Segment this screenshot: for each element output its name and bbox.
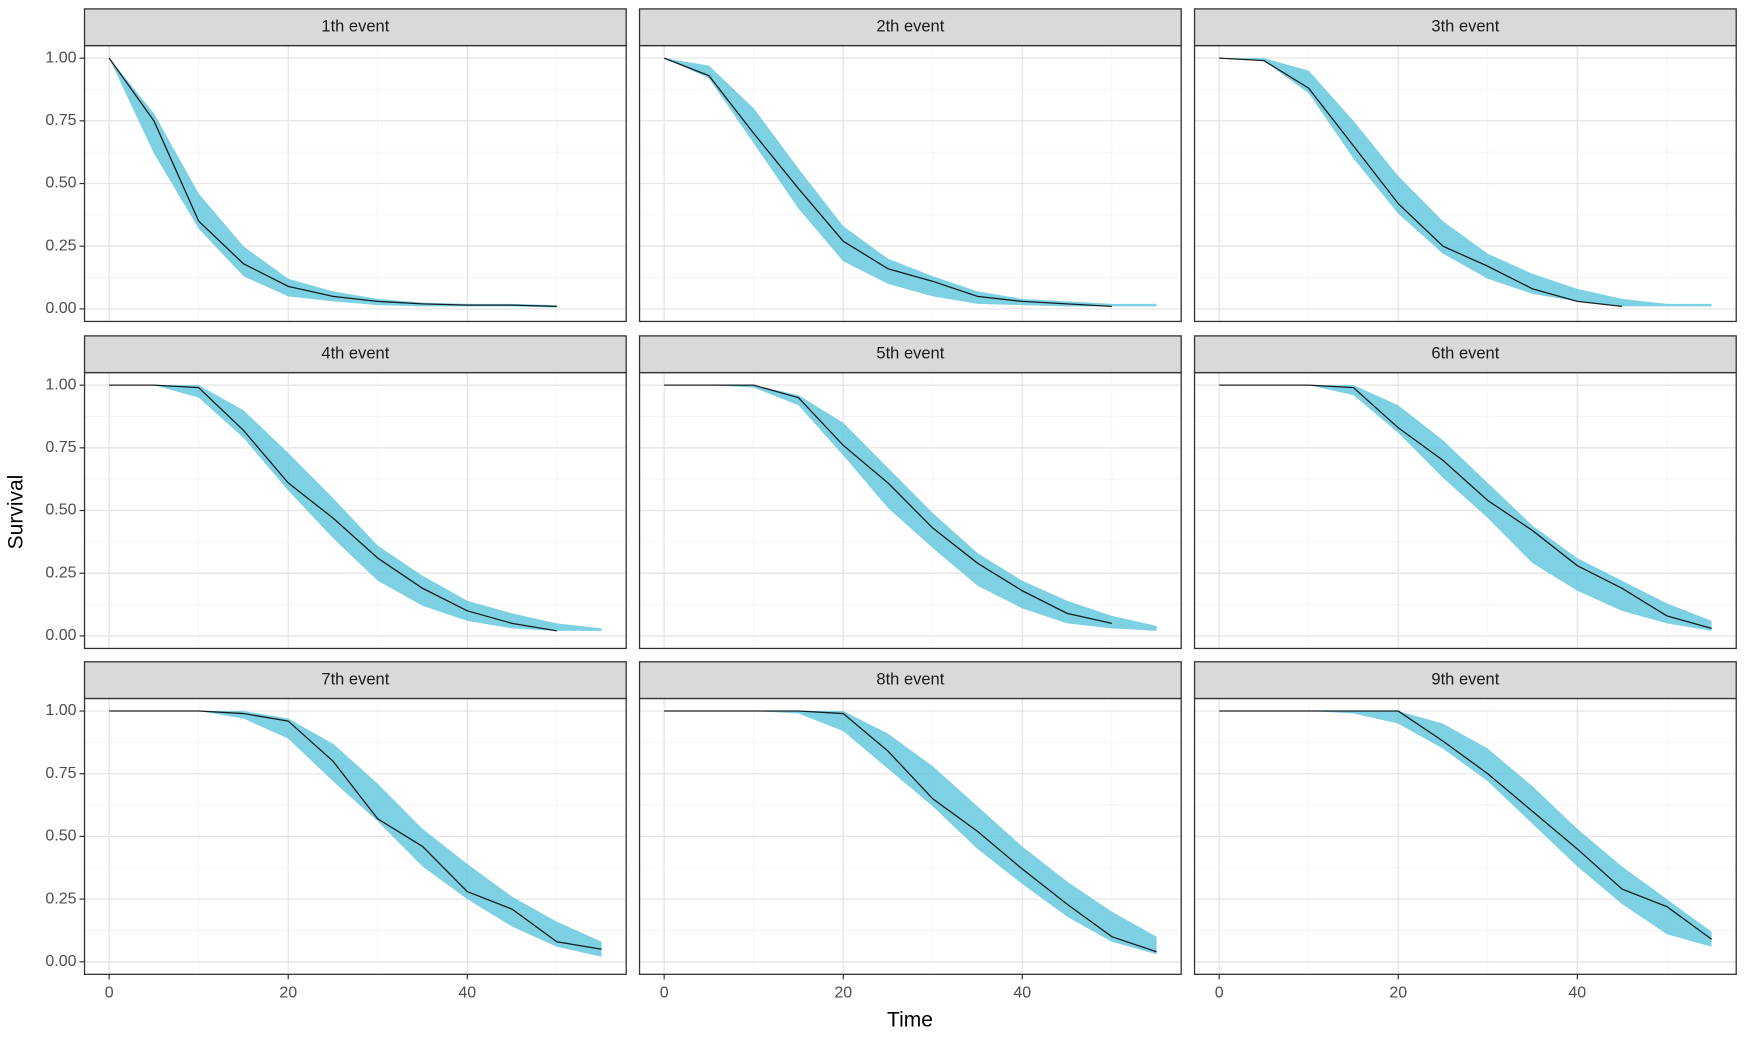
strip xyxy=(1193,661,1737,700)
strip-label: 4th event xyxy=(321,345,389,363)
y-tick-label: 0.75 xyxy=(45,439,76,456)
x-tick-label: 0 xyxy=(660,985,669,1002)
survival-line xyxy=(663,57,1112,308)
survival-line xyxy=(108,57,557,308)
x-tick-label: 20 xyxy=(1389,985,1407,1002)
x-tick-label: 0 xyxy=(1215,985,1224,1002)
x-tick-label: 20 xyxy=(834,985,852,1002)
strip xyxy=(83,661,627,700)
survival-line xyxy=(1219,710,1712,940)
survival-line xyxy=(664,384,1112,624)
confidence-band xyxy=(664,58,1157,307)
x-tick-label: 40 xyxy=(1013,985,1031,1002)
strip xyxy=(638,661,1182,700)
y-tick-label: 1.00 xyxy=(45,49,76,66)
y-tick-label: 0.00 xyxy=(45,300,76,317)
confidence-band xyxy=(664,711,1157,955)
strip xyxy=(83,335,627,374)
strip-label: 8th event xyxy=(876,670,944,688)
x-tick-label: 0 xyxy=(105,985,114,1002)
strip-label: 2th event xyxy=(876,18,944,36)
strip xyxy=(638,8,1182,47)
survival-line xyxy=(1219,57,1623,308)
y-tick-label: 0.75 xyxy=(45,765,76,782)
confidence-band xyxy=(1219,385,1712,631)
strip-label: 7th event xyxy=(321,670,389,688)
strip-label: 6th event xyxy=(1431,345,1499,363)
y-tick-label: 1.00 xyxy=(45,702,76,719)
x-tick-label: 40 xyxy=(458,985,476,1002)
confidence-band xyxy=(109,58,557,308)
x-tick-label: 40 xyxy=(1568,985,1586,1002)
y-tick-label: 0.75 xyxy=(45,112,76,129)
strip-label: 1th event xyxy=(321,18,389,36)
survival-line xyxy=(664,710,1157,953)
strip xyxy=(83,8,627,47)
survival-line xyxy=(109,384,557,632)
y-tick-label: 0.25 xyxy=(45,237,76,254)
strip xyxy=(1193,8,1737,47)
confidence-band xyxy=(664,385,1157,631)
y-tick-label: 0.25 xyxy=(45,564,76,581)
strip-label: 5th event xyxy=(876,345,944,363)
y-axis-title: Survival xyxy=(5,475,28,550)
y-tick-label: 0.50 xyxy=(45,175,76,192)
survival-line xyxy=(109,710,602,950)
y-tick-label: 0.50 xyxy=(45,502,76,519)
x-tick-label: 20 xyxy=(279,985,297,1002)
y-tick-label: 1.00 xyxy=(45,376,76,393)
y-tick-label: 0.00 xyxy=(45,953,76,970)
confidence-band xyxy=(1219,58,1712,307)
strip-label: 9th event xyxy=(1431,670,1499,688)
y-tick-label: 0.25 xyxy=(45,890,76,907)
x-axis-title: Time xyxy=(887,1009,933,1032)
y-tick-label: 0.50 xyxy=(45,828,76,845)
survival-line xyxy=(1219,384,1712,630)
y-tick-label: 0.00 xyxy=(45,627,76,644)
strip xyxy=(1193,335,1737,374)
strip-label: 3th event xyxy=(1431,18,1499,36)
strip xyxy=(638,335,1182,374)
